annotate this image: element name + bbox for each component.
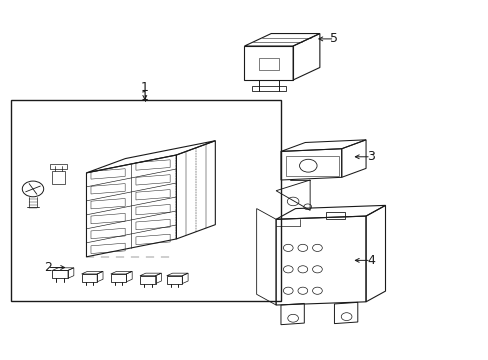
Bar	[50, 164, 67, 169]
Text: 1: 1	[141, 90, 148, 103]
Bar	[140, 276, 155, 284]
Bar	[285, 156, 339, 176]
Bar	[111, 274, 126, 282]
Bar	[52, 171, 64, 184]
Bar	[81, 274, 97, 282]
Text: 4: 4	[366, 254, 374, 267]
Bar	[259, 58, 278, 70]
Bar	[52, 270, 68, 278]
Text: 2: 2	[43, 261, 51, 274]
Bar	[11, 100, 281, 301]
Bar	[251, 86, 285, 91]
Bar	[325, 212, 345, 219]
Text: 1: 1	[141, 81, 148, 94]
Text: 5: 5	[330, 32, 338, 45]
Bar	[166, 276, 182, 284]
Text: 3: 3	[366, 150, 374, 163]
